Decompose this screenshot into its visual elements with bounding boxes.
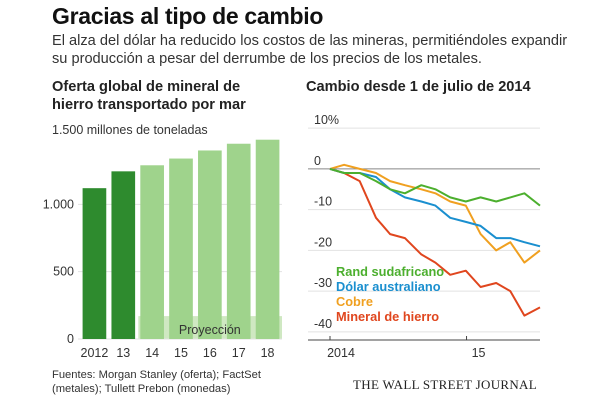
line-y-tick-label: 10% bbox=[314, 113, 339, 127]
projection-label: Proyección bbox=[179, 323, 241, 337]
legend-label: Dólar australiano bbox=[336, 279, 441, 294]
bar-17 bbox=[226, 143, 251, 339]
line-y-tick-label: 0 bbox=[314, 154, 321, 168]
bar-14 bbox=[140, 165, 164, 339]
line-y-tick-label: -30 bbox=[314, 276, 332, 290]
bar-15 bbox=[169, 158, 193, 339]
bar-y-tick-label: 1.000 bbox=[43, 197, 74, 211]
bar-x-tick-label: 18 bbox=[261, 346, 275, 360]
line-y-tick-label: -20 bbox=[314, 235, 332, 249]
series-line-0 bbox=[329, 167, 541, 207]
line-y-tick-label: -40 bbox=[314, 317, 332, 331]
bar-y-unit-label: 1.500 millones de toneladas bbox=[52, 123, 208, 137]
line-chart-title: Cambio desde 1 de julio de 2014 bbox=[306, 79, 531, 95]
bar-x-tick-label: 2012 bbox=[81, 346, 109, 360]
series-line-2 bbox=[329, 163, 541, 264]
bar-chart-title: Oferta global de mineral de hierro trans… bbox=[52, 79, 246, 113]
line-y-tick-label: -10 bbox=[314, 195, 332, 209]
line-x-tick-label: 2014 bbox=[327, 346, 355, 360]
chart-title: Gracias al tipo de cambio bbox=[52, 3, 324, 29]
bar-x-tick-label: 13 bbox=[116, 346, 130, 360]
legend-label: Cobre bbox=[336, 294, 373, 309]
bar-16 bbox=[198, 150, 222, 339]
publisher-logo: THE WALL STREET JOURNAL bbox=[353, 377, 537, 392]
bar-x-tick-label: 16 bbox=[203, 346, 217, 360]
bar-y-tick-label: 500 bbox=[53, 265, 74, 279]
legend-label: Mineral de hierro bbox=[336, 309, 439, 324]
series-line-3 bbox=[329, 167, 541, 317]
bar-x-tick-label: 14 bbox=[145, 346, 159, 360]
bar-y-tick-label: 0 bbox=[67, 332, 74, 346]
bar-13 bbox=[111, 171, 136, 339]
line-x-tick-label: 15 bbox=[472, 346, 486, 360]
bar-2012 bbox=[82, 188, 107, 339]
legend-label: Rand sudafricano bbox=[336, 264, 444, 279]
bar-18 bbox=[255, 139, 280, 339]
source-note: Fuentes: Morgan Stanley (oferta); FactSe… bbox=[52, 369, 261, 395]
chart-subtitle: El alza del dólar ha reducido los costos… bbox=[52, 33, 568, 67]
bar-x-tick-label: 17 bbox=[232, 346, 246, 360]
series-line-1 bbox=[329, 167, 541, 248]
bar-x-tick-label: 15 bbox=[174, 346, 188, 360]
